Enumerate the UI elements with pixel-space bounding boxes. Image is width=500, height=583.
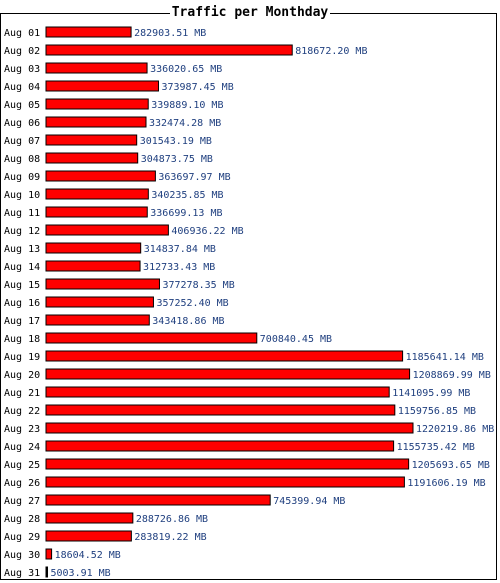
category-label: Aug 29 (4, 532, 40, 543)
data-label: 745399.94 MB (273, 496, 345, 507)
data-label: 282903.51 MB (134, 28, 206, 39)
bar (45, 350, 404, 362)
category-label: Aug 17 (4, 316, 40, 327)
category-label: Aug 16 (4, 298, 40, 309)
bar (45, 170, 156, 182)
bar (45, 422, 414, 434)
bar (45, 206, 148, 218)
category-label: Aug 09 (4, 172, 40, 183)
category-label: Aug 28 (4, 514, 40, 525)
data-label: 339889.10 MB (151, 100, 223, 111)
data-label: 340235.85 MB (151, 190, 223, 201)
data-label: 363697.97 MB (158, 172, 230, 183)
data-label: 312733.43 MB (143, 262, 215, 273)
data-label: 283819.22 MB (134, 532, 206, 543)
category-label: Aug 31 (4, 568, 40, 579)
category-label: Aug 21 (4, 388, 40, 399)
bar (45, 458, 410, 470)
category-label: Aug 01 (4, 28, 40, 39)
category-label: Aug 18 (4, 334, 40, 345)
data-label: 406936.22 MB (171, 226, 243, 237)
category-label: Aug 13 (4, 244, 40, 255)
data-label: 314837.84 MB (144, 244, 216, 255)
category-label: Aug 22 (4, 406, 40, 417)
data-label: 336020.65 MB (150, 64, 222, 75)
bar (45, 26, 132, 38)
category-label: Aug 06 (4, 118, 40, 129)
data-label: 5003.91 MB (51, 568, 111, 579)
data-label: 1155735.42 MB (397, 442, 475, 453)
bar (45, 296, 154, 308)
data-label: 336699.13 MB (150, 208, 222, 219)
category-label: Aug 07 (4, 136, 40, 147)
category-label: Aug 19 (4, 352, 40, 363)
bar (45, 386, 390, 398)
category-label: Aug 12 (4, 226, 40, 237)
data-label: 1141095.99 MB (392, 388, 470, 399)
data-label: 18604.52 MB (55, 550, 121, 561)
bar (45, 278, 160, 290)
bar (45, 530, 132, 542)
category-label: Aug 04 (4, 82, 40, 93)
bar (45, 494, 271, 506)
category-label: Aug 20 (4, 370, 40, 381)
data-label: 700840.45 MB (260, 334, 332, 345)
bar (45, 116, 147, 128)
data-label: 301543.19 MB (140, 136, 212, 147)
bar (45, 152, 139, 164)
category-label: Aug 23 (4, 424, 40, 435)
data-label: 304873.75 MB (141, 154, 213, 165)
bar (45, 62, 148, 74)
bar (45, 260, 141, 272)
bar (45, 314, 150, 326)
category-label: Aug 05 (4, 100, 40, 111)
data-label: 818672.20 MB (295, 46, 367, 57)
bar (45, 404, 396, 416)
data-label: 288726.86 MB (136, 514, 208, 525)
chart-title-wrap: Traffic per Monthday (0, 4, 500, 22)
data-label: 1205693.65 MB (412, 460, 490, 471)
chart-title: Traffic per Monthday (169, 5, 331, 20)
bar (45, 440, 395, 452)
bar (45, 134, 138, 146)
bar (45, 224, 169, 236)
data-label: 373987.45 MB (161, 82, 233, 93)
data-label: 1208869.99 MB (413, 370, 491, 381)
bar (45, 548, 53, 560)
category-label: Aug 08 (4, 154, 40, 165)
category-label: Aug 11 (4, 208, 40, 219)
bar (45, 566, 49, 578)
data-label: 357252.40 MB (156, 298, 228, 309)
category-label: Aug 03 (4, 64, 40, 75)
bar (45, 476, 405, 488)
data-label: 1220219.86 MB (416, 424, 494, 435)
category-label: Aug 24 (4, 442, 40, 453)
bar (45, 80, 159, 92)
data-label: 1159756.85 MB (398, 406, 476, 417)
data-label: 1191606.19 MB (407, 478, 485, 489)
bar (45, 242, 142, 254)
category-label: Aug 27 (4, 496, 40, 507)
bar (45, 188, 149, 200)
bar (45, 512, 134, 524)
data-label: 1185641.14 MB (406, 352, 484, 363)
category-label: Aug 02 (4, 46, 40, 57)
category-label: Aug 26 (4, 478, 40, 489)
bar (45, 44, 293, 56)
data-label: 377278.35 MB (162, 280, 234, 291)
category-label: Aug 15 (4, 280, 40, 291)
category-label: Aug 25 (4, 460, 40, 471)
data-label: 343418.86 MB (152, 316, 224, 327)
category-label: Aug 10 (4, 190, 40, 201)
category-label: Aug 30 (4, 550, 40, 561)
bar (45, 368, 411, 380)
category-label: Aug 14 (4, 262, 40, 273)
data-label: 332474.28 MB (149, 118, 221, 129)
bar (45, 98, 149, 110)
bar (45, 332, 258, 344)
